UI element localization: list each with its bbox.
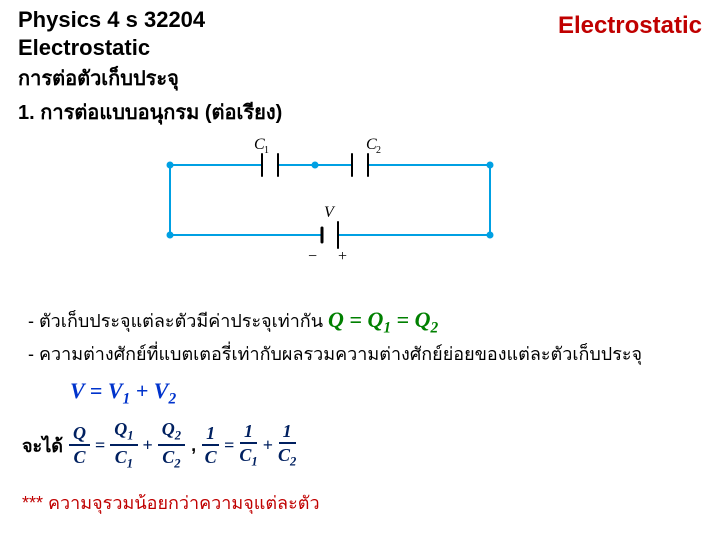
course-code: Physics 4 s 32204 <box>18 6 205 34</box>
bullet-charge: - ตัวเก็บประจุแต่ละตัวมีค่าประจุเท่ากัน … <box>28 302 438 341</box>
svg-text:+: + <box>338 248 347 265</box>
svg-text:V: V <box>324 204 336 221</box>
combined-prefix: จะได้ <box>22 431 63 460</box>
circuit-diagram: C1C2V−+ <box>140 125 520 285</box>
eq-comma: , <box>191 435 196 456</box>
equation-q: Q = Q1 = Q2 <box>328 307 438 332</box>
page-subtitle: การต่อตัวเก็บประจุ <box>18 62 179 94</box>
svg-text:−: − <box>308 248 317 265</box>
header-right: Electrostatic <box>558 12 702 40</box>
frac-group-2: 1C = 1C1 + 1C2 <box>202 422 296 468</box>
svg-text:1: 1 <box>264 145 269 156</box>
svg-text:2: 2 <box>376 145 381 156</box>
combined-equation: จะได้ QC = Q1C1 + Q2C2 , 1C = 1C1 + 1C2 <box>22 420 296 470</box>
header-left: Physics 4 s 32204 Electrostatic <box>18 6 205 61</box>
bullet1-text: - ตัวเก็บประจุแต่ละตัวมีค่าประจุเท่ากัน <box>28 311 328 331</box>
course-topic: Electrostatic <box>18 34 205 62</box>
section-title: 1. การต่อแบบอนุกรม (ต่อเรียง) <box>18 96 282 128</box>
frac-group-1: QC = Q1C1 + Q2C2 <box>69 420 185 470</box>
bullet-voltage: - ความต่างศักย์ที่แบตเตอรี่เท่ากับผลรวมค… <box>28 340 642 369</box>
footnote: *** ความจุรวมน้อยกว่าความจุแต่ละตัว <box>22 488 320 517</box>
equation-v: V = V1 + V2 <box>70 378 176 408</box>
